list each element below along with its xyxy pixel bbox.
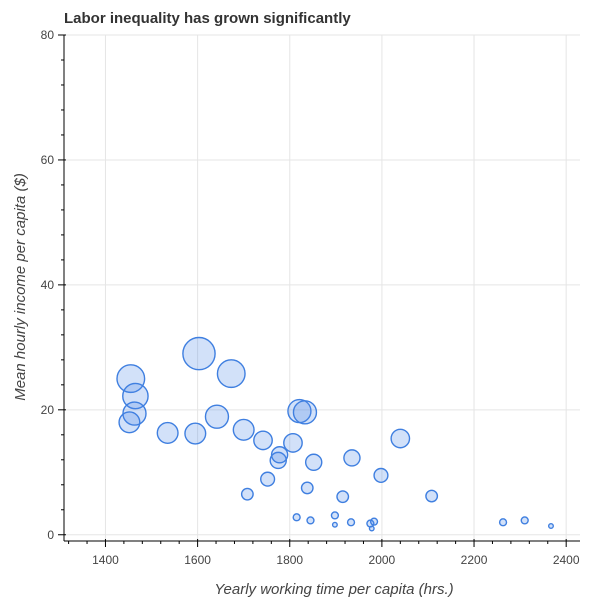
y-tick-label: 40 <box>41 278 55 292</box>
data-point <box>216 359 246 389</box>
data-point <box>425 489 439 503</box>
data-point <box>346 518 356 527</box>
data-point <box>336 490 350 504</box>
data-point <box>292 513 301 522</box>
data-point <box>306 516 315 525</box>
data-point <box>547 523 554 530</box>
data-point <box>300 481 314 495</box>
axes-layer: 1400 1600 1800 2000 2200 2400 0 20 40 60 80 <box>41 28 580 567</box>
x-tick-label: 1600 <box>184 553 211 567</box>
data-point <box>118 411 141 434</box>
data-point <box>304 453 323 472</box>
data-point <box>182 336 216 371</box>
data-point <box>368 525 375 532</box>
data-point <box>330 511 340 520</box>
data-point <box>343 449 361 467</box>
data-point <box>122 382 149 410</box>
x-tick-label: 2200 <box>461 553 488 567</box>
data-point <box>373 467 389 484</box>
data-point <box>260 471 276 487</box>
data-point <box>232 418 255 441</box>
data-point <box>283 433 303 453</box>
chart-title: Labor inequality has grown significantly <box>64 10 351 27</box>
y-tick-label: 80 <box>41 28 55 42</box>
y-tick-label: 0 <box>47 528 54 542</box>
y-axis-label: Mean hourly income per capita ($) <box>12 173 29 401</box>
x-axis-label: Yearly working time per capita (hrs.) <box>214 581 453 598</box>
data-point <box>331 521 338 528</box>
data-point <box>116 364 146 394</box>
x-tick-label: 1800 <box>276 553 303 567</box>
data-point <box>253 430 273 451</box>
data-point <box>204 404 230 429</box>
data-point <box>156 421 179 444</box>
data-point <box>240 487 254 501</box>
x-tick-label: 2400 <box>553 553 580 567</box>
x-tick-label: 2000 <box>369 553 396 567</box>
data-point <box>390 428 411 449</box>
data-point <box>184 422 207 445</box>
data-point <box>369 517 379 526</box>
y-tick-label: 60 <box>41 153 55 167</box>
x-tick-label: 1400 <box>92 553 119 567</box>
data-point <box>292 400 318 425</box>
y-tick-label: 20 <box>41 403 55 417</box>
data-point <box>520 516 529 525</box>
grid-layer <box>64 34 580 541</box>
points-layer <box>116 336 554 532</box>
data-point <box>270 446 289 464</box>
data-point <box>498 518 508 527</box>
